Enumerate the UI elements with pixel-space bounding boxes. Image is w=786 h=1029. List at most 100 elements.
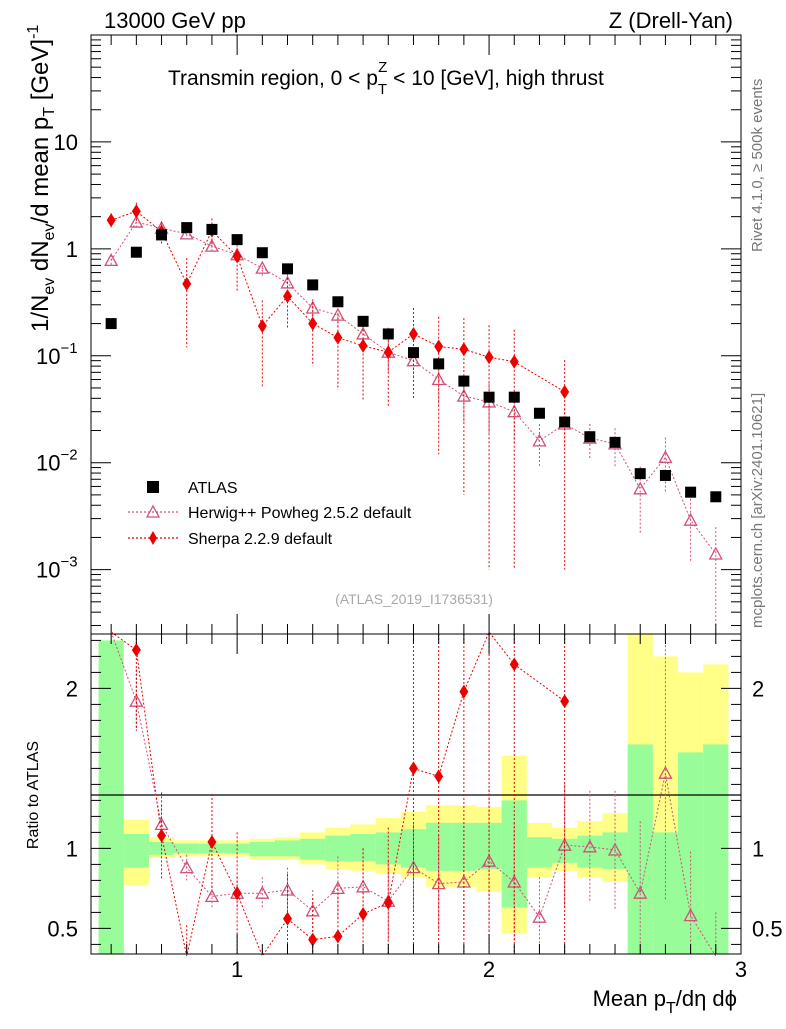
herwig-ratio-line <box>110 631 717 957</box>
herwig-ratio-point <box>683 908 698 922</box>
ratio-panel: 0.5 0.5 1 1 2 2 1 2 3 Ratio to ATLAS Mean pT/dη … <box>25 631 783 1017</box>
legend-label-herwig: Herwig++ Powheg 2.5.2 default <box>188 505 412 522</box>
sherpa-ratio-point <box>283 911 293 926</box>
ratio-band-inner <box>300 838 326 860</box>
herwig-ratio-point <box>582 839 597 853</box>
atlas-point <box>307 279 319 291</box>
ratio-y-tick-label-left: 1 <box>66 836 78 861</box>
main-y-axis-label: 1/Nev dNev/d mean pT [GeV]-1 <box>25 25 58 332</box>
header-left: 13000 GeV pp <box>104 8 246 33</box>
main-y-tick-label: 10−2 <box>36 447 78 476</box>
herwig-point <box>633 481 648 495</box>
legend-marker-herwig <box>145 504 161 518</box>
herwig-point <box>532 433 547 447</box>
herwig-ratio-point <box>204 889 220 903</box>
herwig-point <box>658 450 673 464</box>
atlas-point <box>533 407 545 419</box>
sherpa-point <box>434 339 444 354</box>
ratio-data-layer <box>110 631 717 958</box>
herwig-ratio-point <box>607 842 623 856</box>
ratio-y-tick-label-left: 2 <box>66 676 78 701</box>
atlas-point <box>206 223 218 235</box>
analysis-watermark: (ATLAS_2019_I1736531) <box>335 591 493 607</box>
legend-marker-sherpa <box>149 531 157 545</box>
herwig-ratio-point <box>431 876 446 890</box>
main-y-tick-exponent: −1 <box>60 340 77 357</box>
herwig-point <box>507 404 522 418</box>
ratio-band-inner <box>249 842 275 857</box>
atlas-point <box>710 491 722 503</box>
sherpa-point <box>182 276 192 291</box>
atlas-point <box>332 296 344 308</box>
ratio-band-inner <box>174 843 200 854</box>
atlas-point <box>181 222 193 234</box>
herwig-ratio-point <box>255 885 270 899</box>
ratio-y-axis-label: Ratio to ATLAS <box>25 741 42 849</box>
atlas-point <box>685 486 697 498</box>
herwig-point <box>708 546 723 560</box>
atlas-point <box>483 391 495 403</box>
atlas-point <box>458 375 470 387</box>
sherpa-point <box>257 318 267 333</box>
herwig-point <box>330 307 345 321</box>
main-y-tick-label: 10−1 <box>36 340 78 369</box>
sherpa-ratio-point <box>509 657 519 672</box>
x-axis-label: Mean pT/dη dϕ <box>593 986 737 1017</box>
sherpa-point <box>509 354 519 369</box>
ratio-band-inner <box>526 837 553 868</box>
herwig-ratio-point <box>532 909 547 923</box>
herwig-point <box>179 226 194 240</box>
ratio-y-tick-label-left: 0.5 <box>47 916 78 941</box>
atlas-point <box>130 246 142 258</box>
ratio-frame <box>90 633 742 955</box>
legend-label-sherpa: Sherpa 2.2.9 default <box>188 531 333 548</box>
atlas-point <box>156 229 168 241</box>
main-ticks <box>91 35 742 634</box>
legend-marker-atlas <box>147 481 159 493</box>
sherpa-ratio-point <box>358 907 368 921</box>
sherpa-line <box>110 210 565 393</box>
panel-title: Transmin region, 0 < pTZ < 10 [GeV], hig… <box>168 59 604 98</box>
ratio-y-tick-label-right: 0.5 <box>752 916 783 941</box>
herwig-point <box>305 300 320 314</box>
legend: ATLAS Herwig++ Powheg 2.5.2 default Sher… <box>128 480 412 548</box>
sherpa-ratio-line <box>110 631 565 958</box>
sherpa-point <box>232 249 242 264</box>
sherpa-ratio-point <box>131 643 141 657</box>
sherpa-ratio-point <box>207 835 217 849</box>
atlas-point <box>559 416 571 428</box>
herwig-point <box>683 512 698 526</box>
main-y-tick-base: 10 <box>36 558 60 583</box>
atlas-point <box>659 469 671 481</box>
sherpa-ratio-point <box>408 761 418 776</box>
atlas-point <box>256 247 268 259</box>
ratio-y-tick-label-right: 2 <box>752 676 764 701</box>
main-y-tick-base: 10 <box>36 451 60 476</box>
sherpa-ratio-point <box>333 929 343 944</box>
ratio-tick-labels: 0.5 0.5 1 1 2 2 1 2 3 <box>47 676 782 982</box>
herwig-point <box>431 372 446 386</box>
main-y-tick-base: 10 <box>36 344 60 369</box>
ratio-ticks <box>91 634 742 954</box>
atlas-point <box>382 328 394 340</box>
herwig-ratio-point <box>658 765 673 779</box>
sherpa-point <box>560 384 570 399</box>
atlas-point <box>407 347 419 359</box>
ratio-band-inner <box>123 834 149 868</box>
sherpa-point <box>358 338 368 353</box>
atlas-point <box>609 436 621 448</box>
sherpa-ratio-point <box>308 932 318 947</box>
sherpa-ratio-point <box>434 769 444 784</box>
atlas-point <box>634 468 646 480</box>
ratio-band-inner <box>703 744 729 954</box>
atlas-point <box>508 391 520 403</box>
sherpa-ratio-point <box>157 828 167 843</box>
main-data-layer <box>104 202 723 626</box>
sherpa-point <box>408 326 418 341</box>
herwig-point <box>255 260 270 274</box>
sherpa-point <box>283 289 293 304</box>
sherpa-point <box>484 350 494 365</box>
ratio-band-inner <box>274 840 301 857</box>
